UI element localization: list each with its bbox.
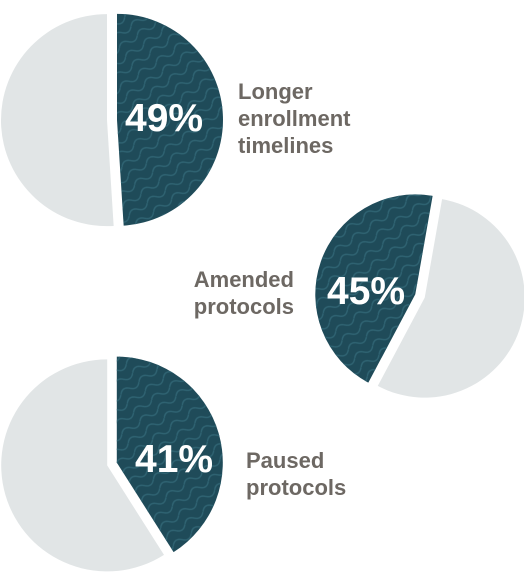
label-amended-protocols: Amended protocols <box>193 267 294 319</box>
pie-slice-texture-paused-protocols <box>116 356 223 553</box>
value-label-longer-enrollment: 49% <box>125 97 204 140</box>
value-label-paused-protocols: 41% <box>135 438 214 481</box>
value-label-amended-protocols: 45% <box>327 270 406 313</box>
pie-slice-texture-amended-protocols <box>315 194 433 383</box>
pie-rest-longer-enrollment <box>0 14 114 227</box>
label-longer-enrollment: Longer enrollment timelines <box>238 79 351 158</box>
pie-rest-amended-protocols <box>377 199 524 398</box>
label-paused-protocols: Paused protocols <box>246 448 347 500</box>
pie-rest-paused-protocols <box>1 359 164 572</box>
pie-slice-texture-longer-enrollment <box>117 13 223 226</box>
